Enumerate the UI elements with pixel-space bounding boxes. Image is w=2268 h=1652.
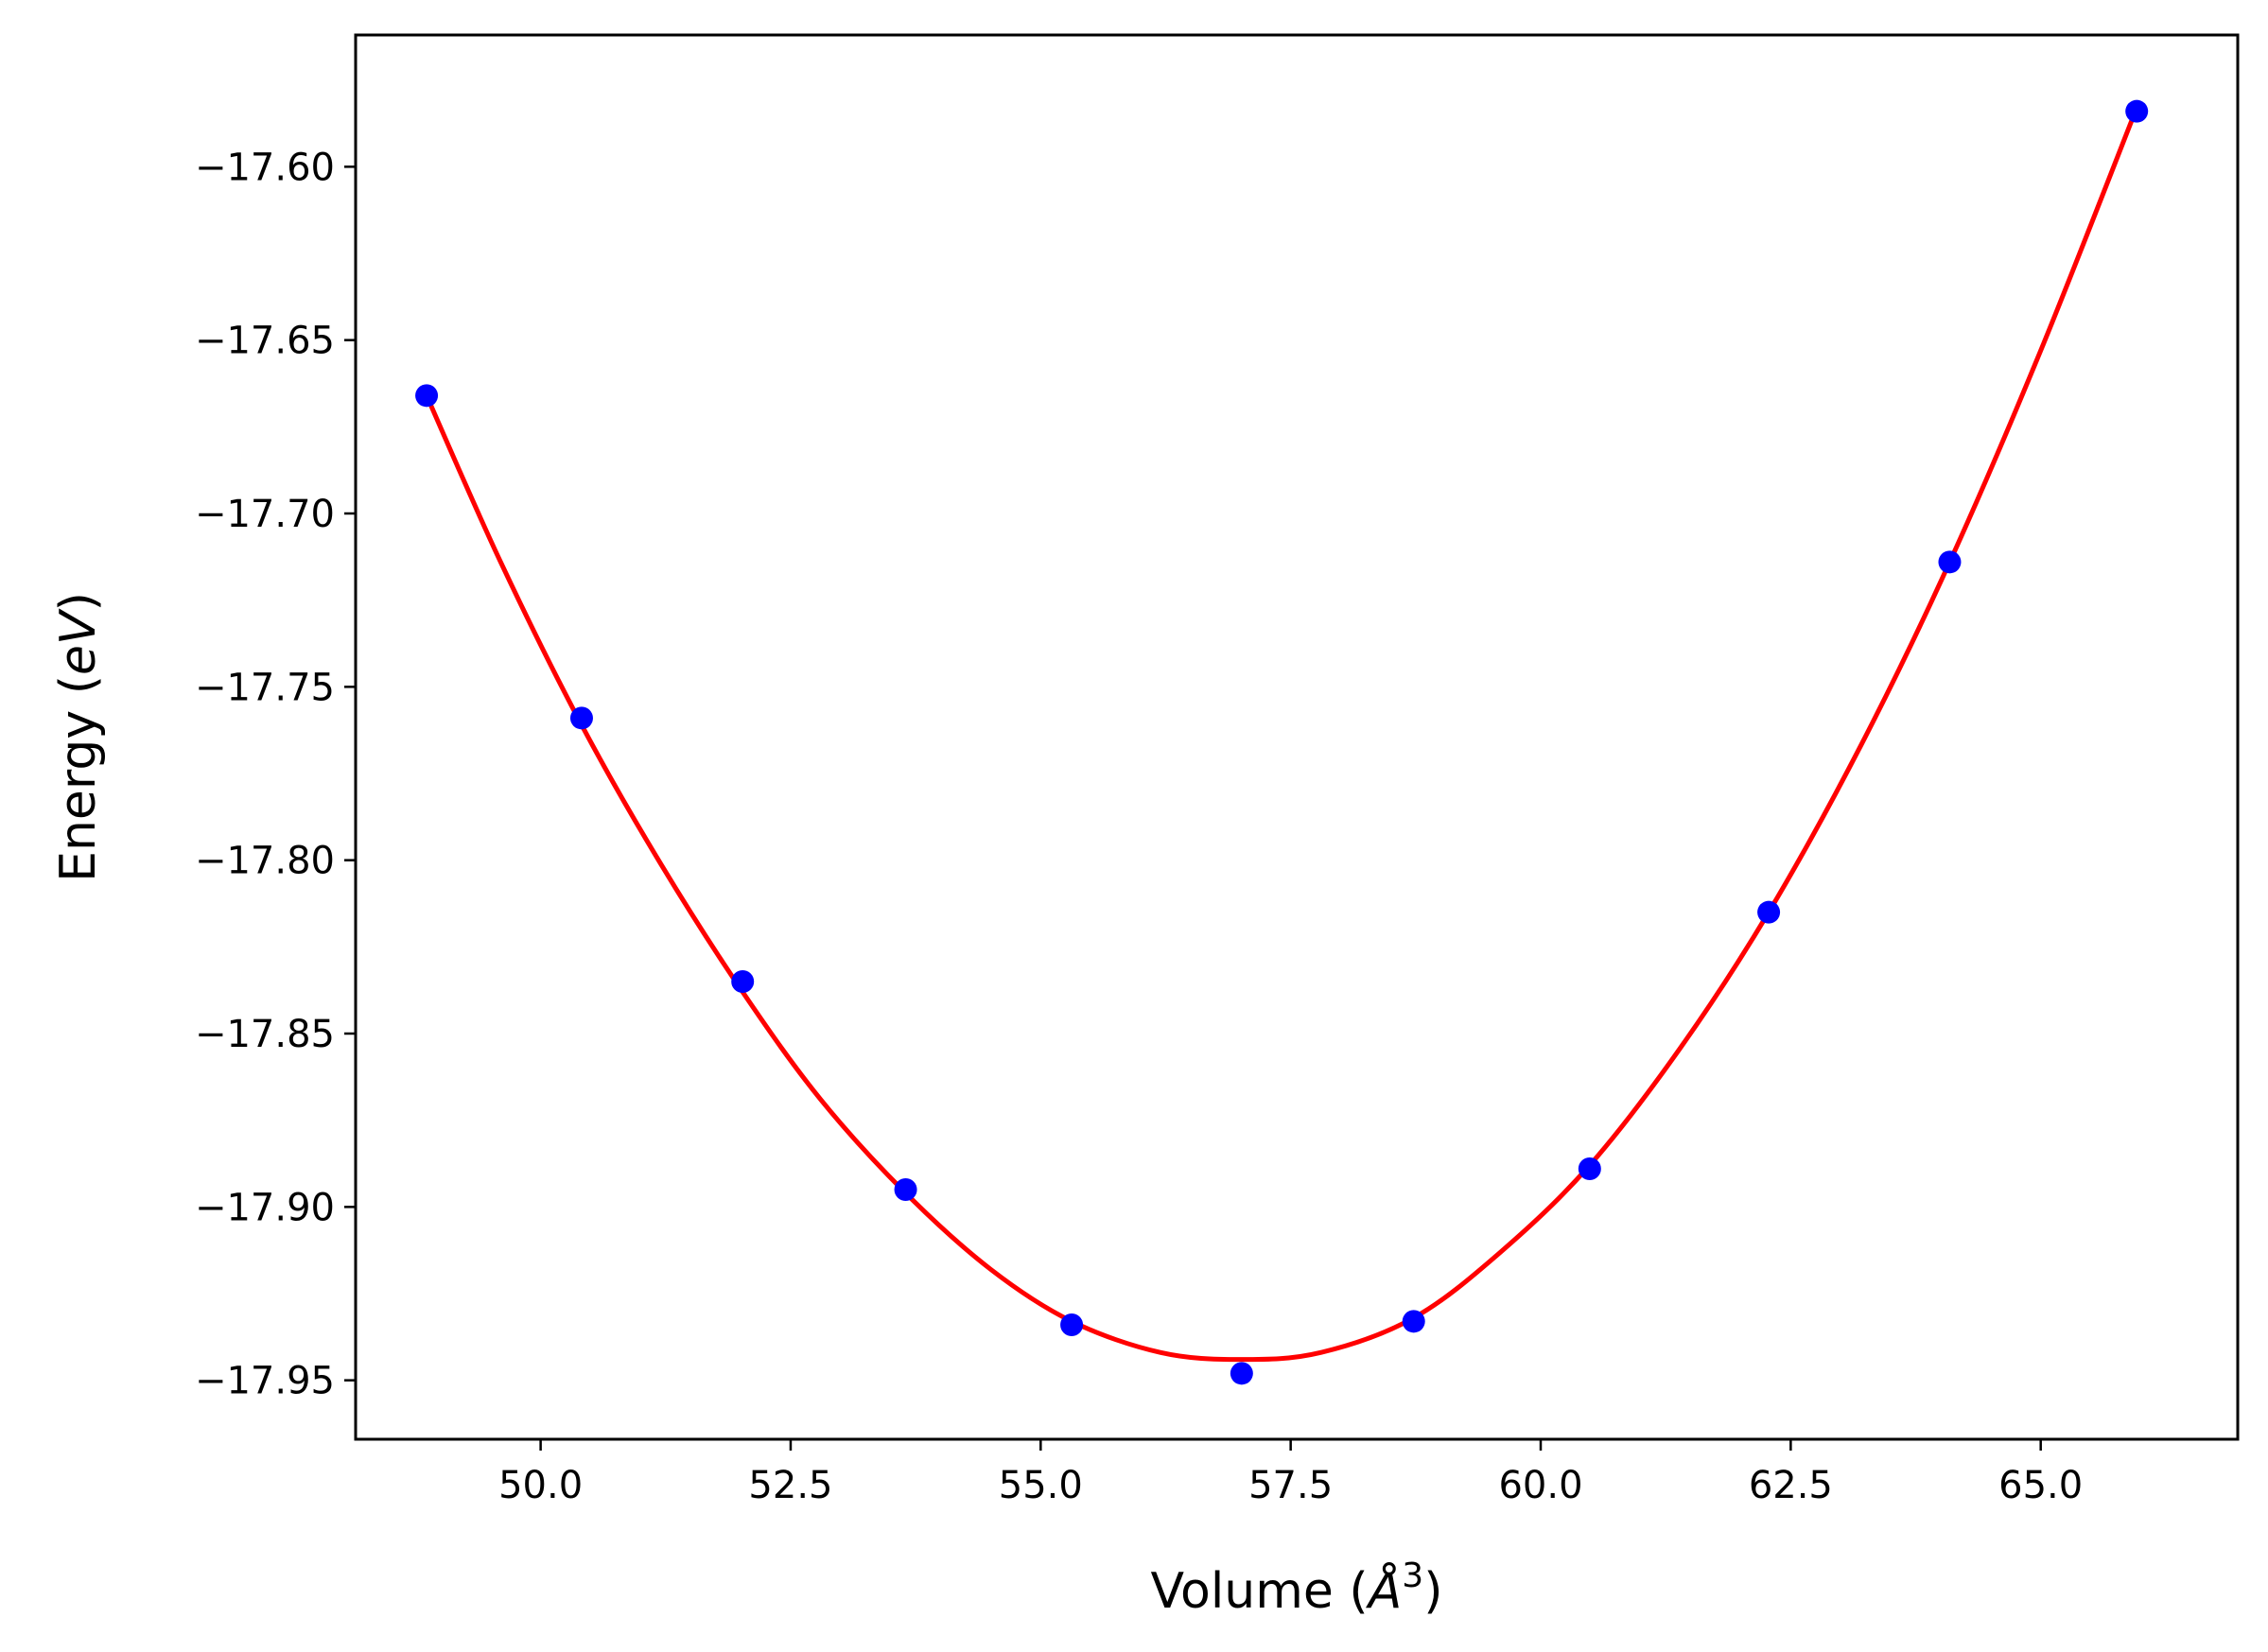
data-point — [1938, 550, 1962, 574]
data-point — [415, 384, 439, 408]
data-point — [894, 1178, 917, 1201]
y-tick-label: −17.85 — [195, 1013, 335, 1056]
x-tick-label: 62.5 — [1749, 1464, 1833, 1507]
x-tick-label: 60.0 — [1498, 1464, 1582, 1507]
y-tick-label: −17.70 — [195, 493, 335, 536]
x-axis-label-exponent: 3 — [1402, 1556, 1423, 1595]
data-point — [731, 970, 755, 993]
y-axis-label-unit: eV — [50, 608, 107, 675]
x-axis-label-unit: Å — [1366, 1561, 1403, 1620]
x-tick-label: 65.0 — [1998, 1464, 2083, 1507]
x-tick-label: 55.0 — [999, 1464, 1083, 1507]
y-tick-label: −17.65 — [195, 320, 335, 363]
y-tick-label: −17.60 — [195, 146, 335, 189]
x-tick-label: 50.0 — [498, 1464, 583, 1507]
x-tick-label: 57.5 — [1248, 1464, 1333, 1507]
data-point — [1757, 900, 1781, 924]
data-point — [2125, 99, 2149, 123]
x-axis-label-prefix: Volume ( — [1151, 1563, 1369, 1620]
fit-curve-line — [424, 105, 2139, 1363]
axes-frame — [354, 33, 2240, 1441]
y-tick-label: −17.75 — [195, 666, 335, 709]
data-point — [1230, 1362, 1253, 1385]
data-point — [1402, 1310, 1425, 1333]
x-axis-label: Volume (Å3) — [1151, 1556, 1443, 1620]
data-point — [569, 706, 593, 730]
y-axis-label: Energy (eV) — [50, 592, 107, 882]
y-tick-label: −17.80 — [195, 840, 335, 883]
plot-area — [415, 99, 2149, 1385]
x-tick-label: 52.5 — [748, 1464, 832, 1507]
y-tick-label: −17.90 — [195, 1186, 335, 1229]
y-axis-ticks: −17.60 −17.65 −17.70 −17.75 −17.80 −17.85 −17.… — [195, 146, 356, 1403]
x-axis-label-suffix: ) — [1423, 1563, 1442, 1620]
y-tick-label: −17.95 — [195, 1360, 335, 1403]
x-axis-ticks: 50.0 52.5 55.0 57.5 60.0 62.5 65.0 — [498, 1439, 2083, 1507]
y-axis-label-prefix: Energy ( — [50, 675, 107, 882]
data-point — [1060, 1313, 1084, 1336]
data-point — [1578, 1157, 1601, 1180]
y-axis-label-suffix: ) — [50, 592, 107, 611]
